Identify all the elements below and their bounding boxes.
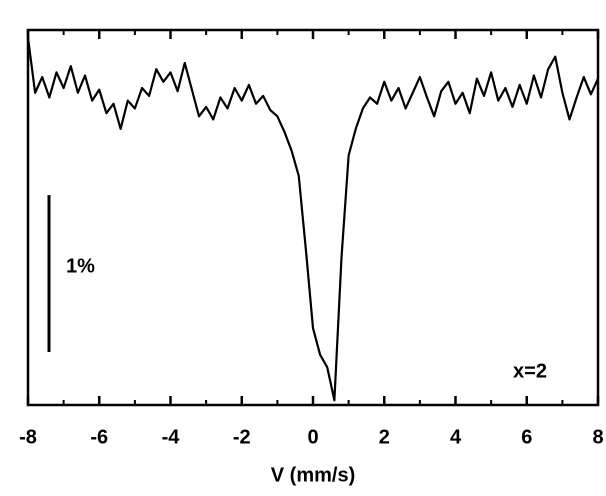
x-tick-label: -6 [90, 426, 108, 448]
x-tick-label: 0 [307, 426, 318, 448]
x-tick-label: 2 [379, 426, 390, 448]
x-tick-label: -2 [233, 426, 251, 448]
x-tick-label: -4 [162, 426, 181, 448]
scale-bar-label: 1% [66, 255, 95, 277]
x-tick-label: 6 [521, 426, 532, 448]
plot-frame [26, 28, 600, 407]
x-tick-label: 8 [592, 426, 603, 448]
annotation: x=2 [513, 360, 547, 382]
x-tick-label: 4 [450, 426, 462, 448]
x-axis-label: V (mm/s) [271, 464, 355, 486]
spectrum-line [26, 37, 600, 402]
x-tick-label: -8 [19, 426, 37, 448]
